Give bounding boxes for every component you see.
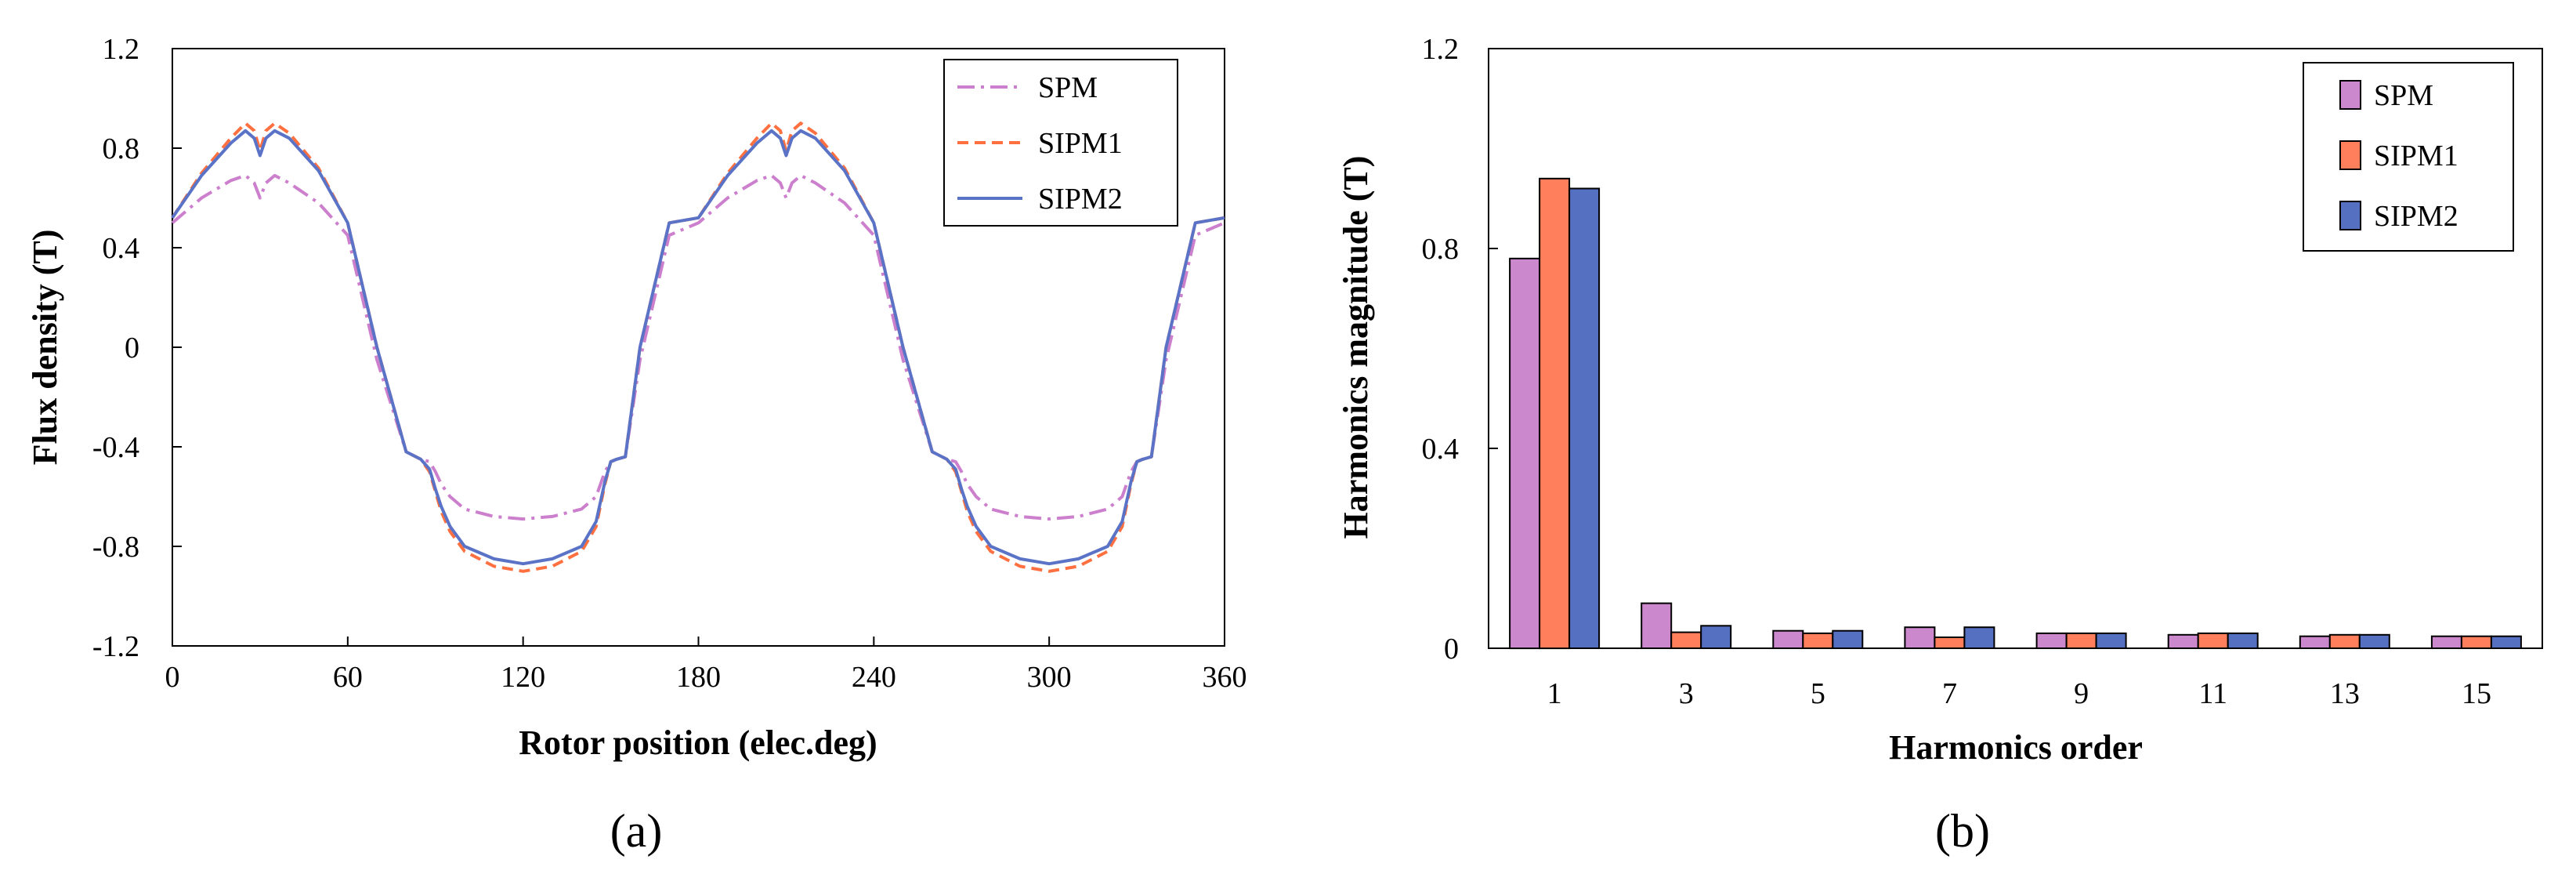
y-tick-label-a: 0 [125, 332, 139, 365]
bar-spm-h5 [1772, 629, 1804, 650]
legend-b: SPM SIPM1 SIPM2 [2303, 62, 2514, 252]
x-tick-label-a: 120 [501, 661, 545, 694]
bar-spm-h15 [2430, 635, 2462, 650]
bar-spm-h13 [2299, 635, 2331, 650]
y-tick-label-b: 1.2 [1422, 33, 1460, 66]
y-tick-label-a: -1.2 [92, 630, 139, 663]
y-tick-label-a: -0.4 [92, 431, 139, 464]
bar-sipm1-h13 [2328, 633, 2361, 649]
x-tick-label-a: 300 [1027, 661, 1072, 694]
bar-sipm2-h1 [1568, 187, 1601, 649]
legend-label-sipm1: SIPM1 [1038, 127, 1123, 160]
legend-a: SPM SIPM1 SIPM2 [943, 59, 1178, 227]
bar-spm-h9 [2035, 632, 2068, 650]
y-tick-label-a: 1.2 [103, 33, 140, 66]
x-tick-label-b: 3 [1679, 677, 1694, 710]
legend-box-b [2303, 62, 2514, 252]
bar-sipm1-h7 [1934, 637, 1966, 649]
legend-label-sipm1: SIPM1 [2374, 140, 2458, 172]
series-line-sipm2 [171, 129, 1225, 566]
bar-sipm1-h9 [2065, 632, 2097, 650]
bars-b [1509, 177, 2522, 650]
x-tick-label-b: 11 [2198, 677, 2227, 710]
bar-sipm1-h3 [1670, 631, 1702, 649]
panel-b-harmonics-chart: 1.20.80.401 3 5 7 9 11 13 15 SPM SIPM1 SIPM2 Ha… [1337, 33, 2543, 857]
x-tick-label-b: 9 [2074, 677, 2089, 710]
legend-swatch-spm [2339, 80, 2361, 110]
y-tick-label-b: 0.8 [1422, 233, 1460, 266]
y-tick-label-a: 0.4 [103, 232, 140, 265]
x-axis-label-b: Harmonics order [1889, 728, 2143, 767]
bar-sipm2-h3 [1700, 625, 1732, 649]
x-tick-label-a: 360 [1203, 661, 1247, 694]
x-tick-label-a: 60 [333, 661, 363, 694]
axes-a: 0 60 120 180 240 300 360 1.2 0.8 0.4 0 -0.4 -0.8 -1.2 [92, 33, 1247, 694]
legend-label-spm: SPM [2374, 79, 2433, 112]
series-line-spm [171, 173, 1225, 521]
bar-spm-h7 [1904, 626, 1936, 650]
bar-sipm2-h15 [2490, 635, 2522, 650]
bar-sipm2-h5 [1832, 629, 1864, 650]
x-tick-label-b: 15 [2462, 677, 2491, 710]
x-tick-label-b: 13 [2330, 677, 2360, 710]
x-axis-label-a: Rotor position (elec.deg) [519, 724, 877, 762]
bar-sipm2-h7 [1963, 626, 1995, 650]
panel-a-flux-density-chart: 0 60 120 180 240 300 360 1.2 0.8 0.4 0 -0.4 -0.8 -1.2… [26, 33, 1247, 857]
panel-label-a: (a) [610, 805, 663, 857]
y-axis-label-a: Flux density (T) [26, 230, 64, 466]
bar-sipm1-h5 [1802, 632, 1834, 650]
y-axis-label-b: Harmonics magnitude (T) [1337, 156, 1375, 539]
bar-sipm1-h1 [1539, 177, 1571, 650]
x-tick-label-b: 5 [1811, 677, 1825, 710]
legend-label-spm: SPM [1038, 71, 1098, 104]
x-tick-label-a: 0 [165, 661, 180, 694]
x-tick-label-a: 240 [852, 661, 896, 694]
y-tick-label-a: 0.8 [103, 132, 140, 165]
x-tick-label-a: 180 [676, 661, 721, 694]
y-tick-label-b: 0 [1444, 633, 1459, 666]
bar-spm-h3 [1641, 602, 1673, 649]
y-tick-label-a: -0.8 [92, 531, 139, 564]
legend-label-sipm2: SIPM2 [1038, 183, 1123, 216]
bar-sipm2-h9 [2095, 632, 2127, 650]
bar-sipm2-h11 [2227, 632, 2259, 650]
x-tick-label-b: 7 [1942, 677, 1957, 710]
bar-spm-h1 [1509, 257, 1541, 650]
legend-swatch-sipm1 [2339, 140, 2361, 170]
y-tick-label-b: 0.4 [1422, 433, 1460, 466]
x-tick-label-b: 1 [1547, 677, 1562, 710]
series-lines-a [171, 122, 1225, 573]
panel-label-b: (b) [1935, 805, 1990, 857]
bar-sipm1-h15 [2460, 635, 2492, 650]
series-line-sipm1 [171, 122, 1225, 573]
legend-label-sipm2: SIPM2 [2374, 200, 2458, 233]
bar-spm-h11 [2167, 633, 2199, 649]
legend-swatch-sipm2 [2339, 201, 2361, 230]
bar-sipm2-h13 [2358, 633, 2390, 649]
bar-sipm1-h11 [2197, 632, 2229, 650]
